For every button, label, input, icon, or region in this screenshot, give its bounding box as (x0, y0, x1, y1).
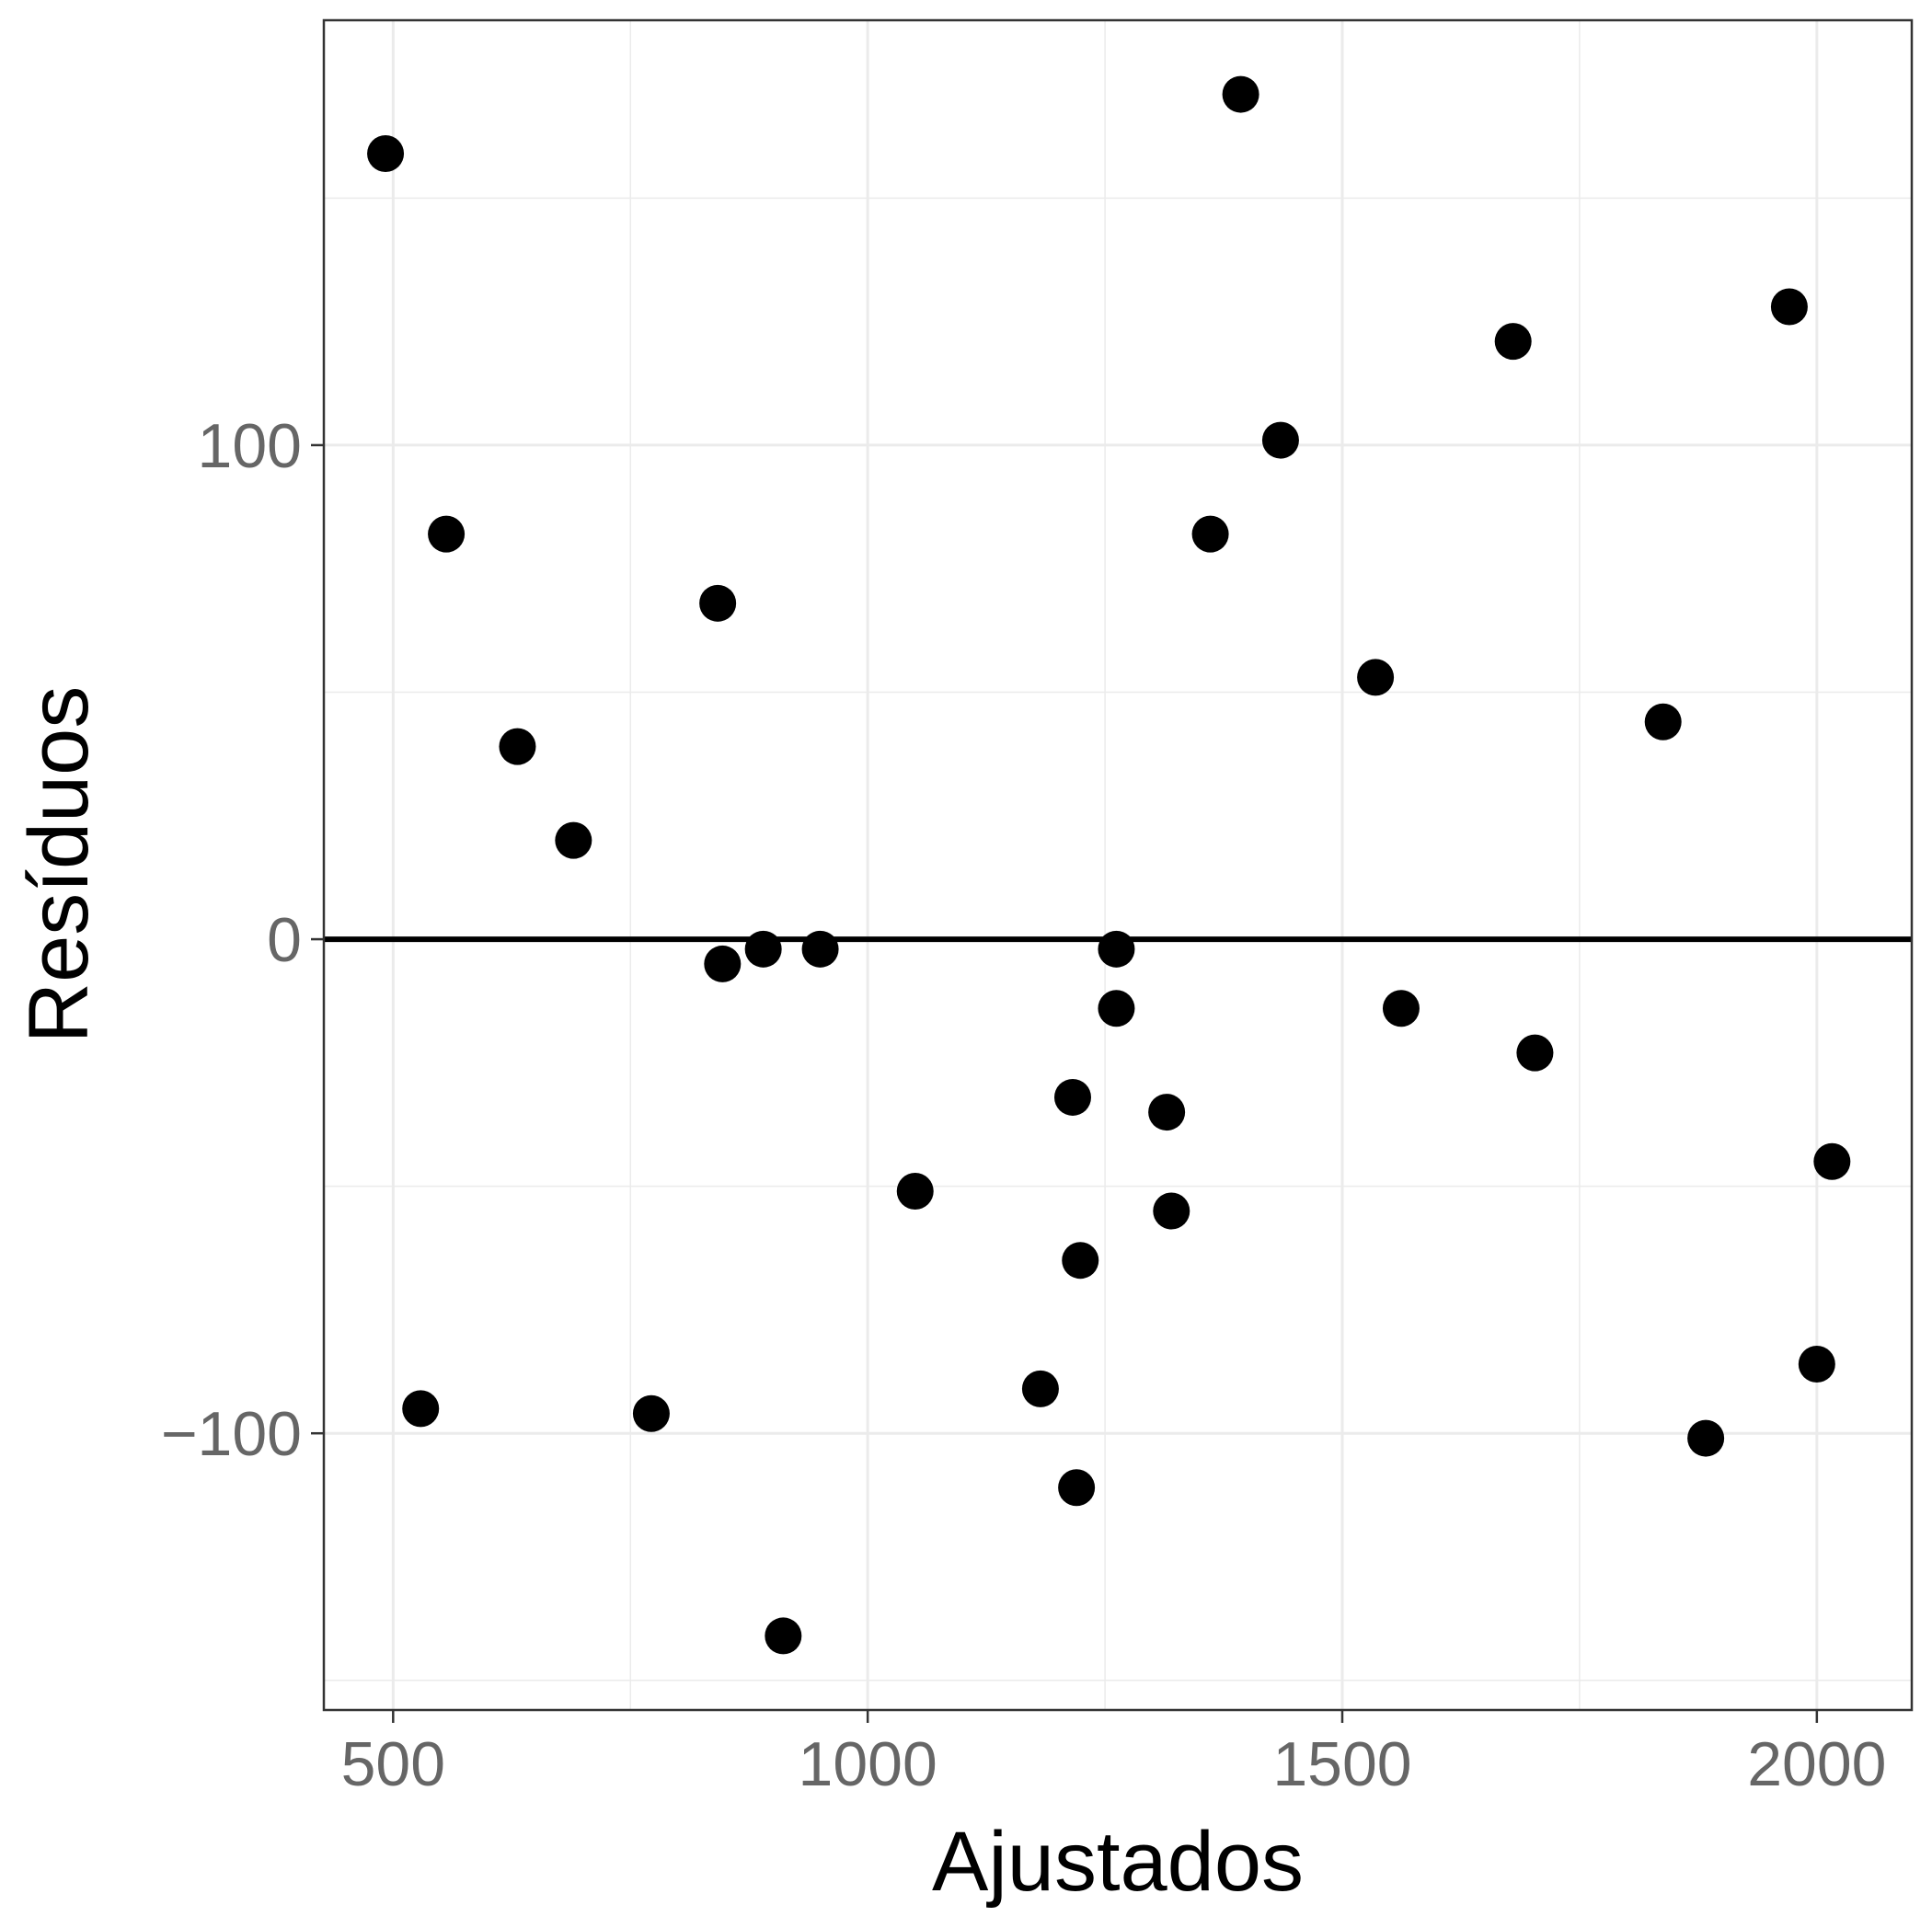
data-point (555, 821, 592, 859)
data-point (699, 584, 737, 622)
axis-tick-labels: 500 1000 1500 2000 −100 0 100 (161, 411, 1887, 1799)
x-tick-label: 1500 (1272, 1729, 1411, 1799)
data-point (367, 135, 405, 173)
data-point (1813, 1142, 1851, 1180)
data-point (1798, 1346, 1835, 1383)
data-point (632, 1394, 670, 1432)
x-tick-label: 500 (341, 1729, 445, 1799)
x-tick-label: 1000 (799, 1729, 937, 1799)
data-point (1062, 1242, 1099, 1280)
data-point (1153, 1192, 1190, 1230)
y-tick-label: 0 (267, 905, 302, 975)
data-point (402, 1390, 440, 1428)
data-point (744, 930, 782, 968)
y-tick-label: −100 (161, 1399, 302, 1469)
data-point (1494, 323, 1532, 361)
data-point (1148, 1094, 1186, 1131)
axis-ticks (311, 443, 1819, 1723)
data-point (1021, 1370, 1059, 1407)
data-point (801, 930, 839, 968)
data-point (1058, 1469, 1096, 1507)
data-point (765, 1617, 802, 1655)
data-point (1222, 75, 1259, 113)
x-tick-label: 2000 (1747, 1729, 1886, 1799)
panel-border (322, 18, 1914, 1712)
y-axis-title: Resíduos (12, 686, 106, 1044)
data-point (896, 1173, 934, 1211)
data-points (367, 75, 1851, 1655)
y-tick-label: 100 (198, 411, 302, 481)
data-point (704, 945, 742, 982)
data-point (1687, 1419, 1725, 1457)
data-point (499, 728, 536, 765)
data-point (1357, 659, 1395, 696)
data-point (1382, 990, 1420, 1027)
data-point (1644, 703, 1682, 740)
data-point (1098, 930, 1135, 968)
data-point (428, 515, 466, 553)
data-point (1770, 288, 1808, 326)
data-point (1098, 990, 1135, 1027)
data-point (1053, 1078, 1091, 1116)
x-axis-title: Ajustados (932, 1815, 1304, 1909)
data-point (1516, 1034, 1554, 1072)
gridlines (324, 20, 1912, 1710)
data-point (1261, 421, 1299, 459)
data-point (1191, 515, 1229, 553)
